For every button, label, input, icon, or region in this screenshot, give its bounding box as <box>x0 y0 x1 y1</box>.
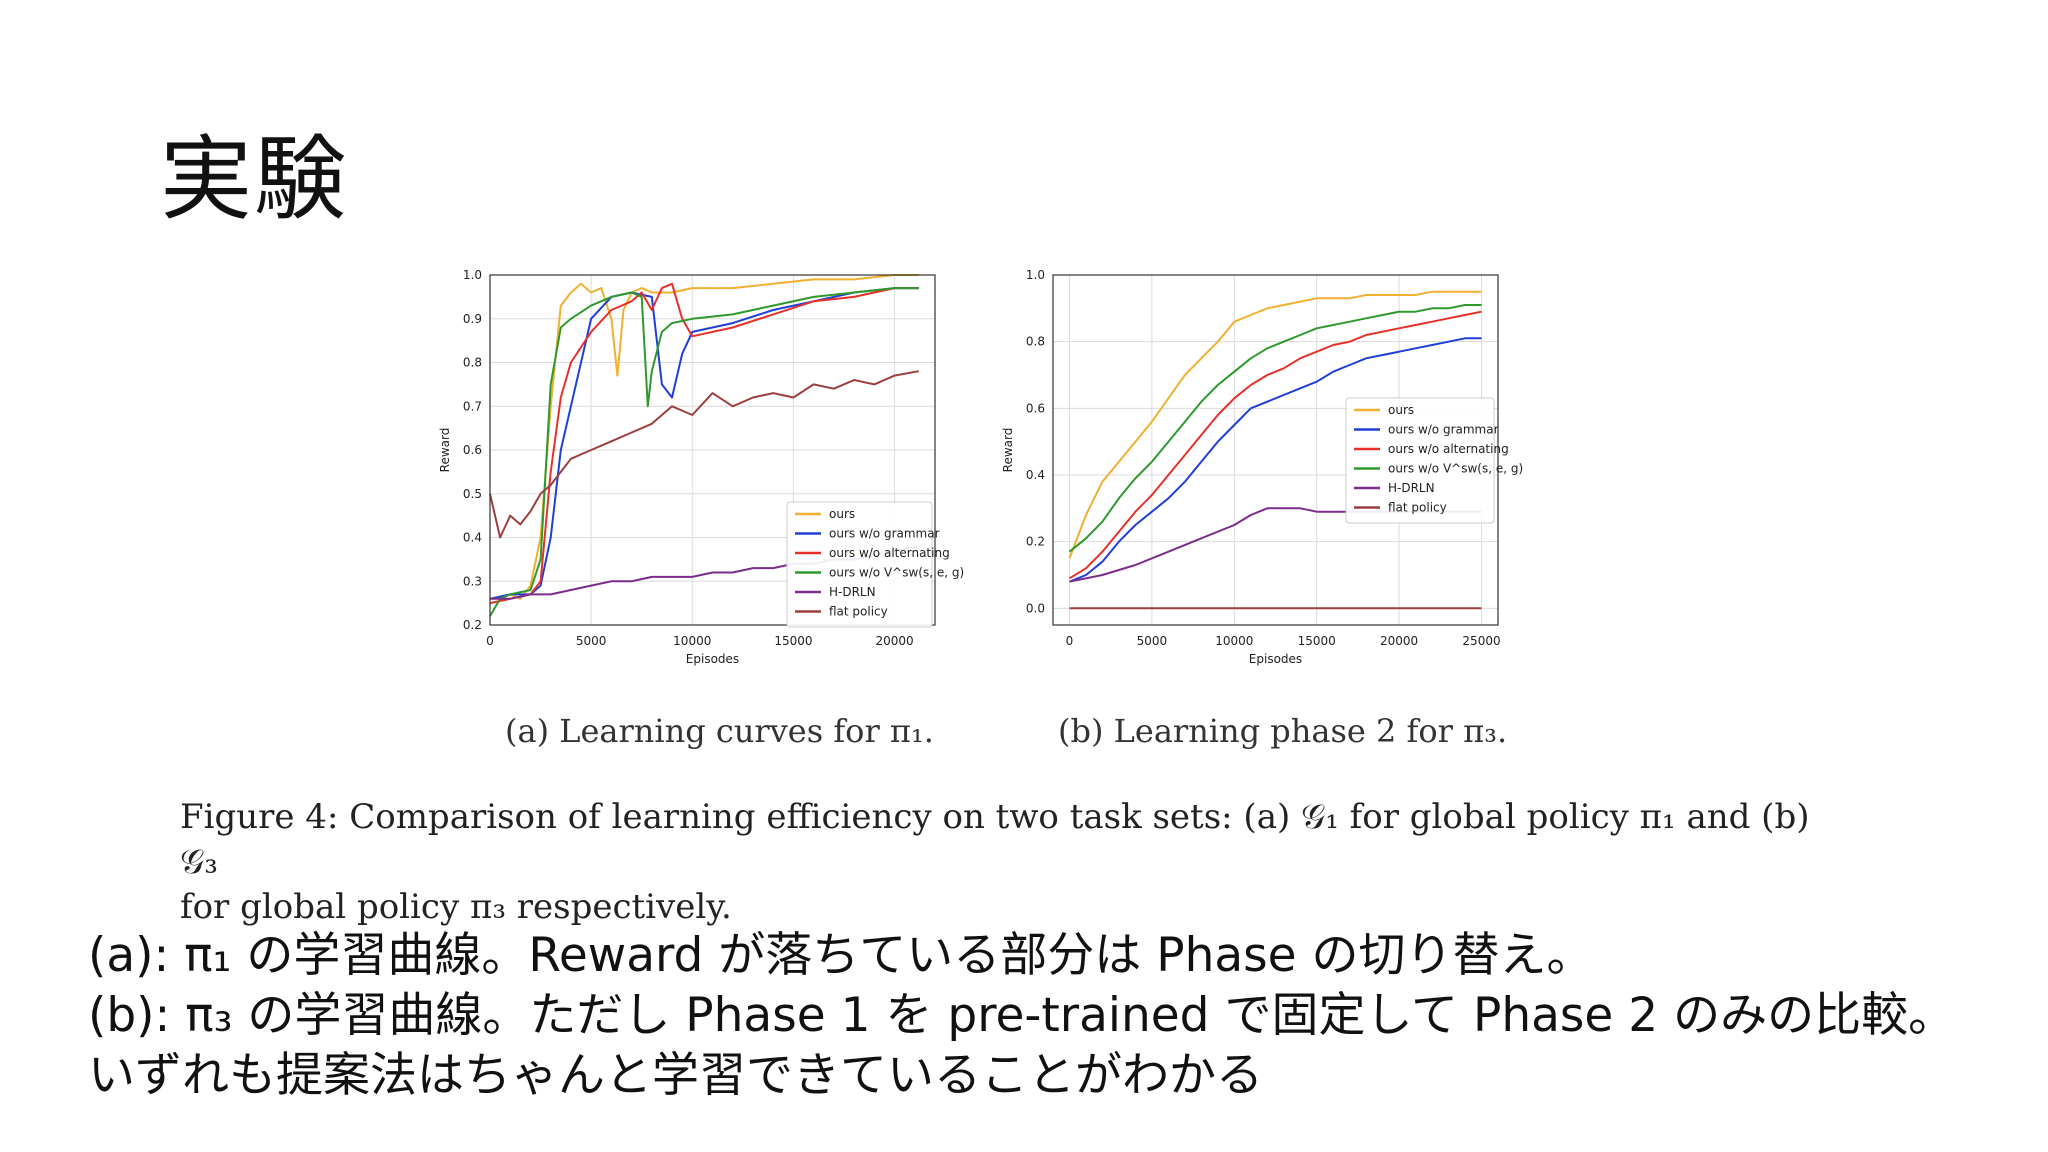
chart-1-frame <box>1052 274 1499 626</box>
chart-1-xtick-label: 15000 <box>1298 634 1336 648</box>
chart-1-series-line-1 <box>1069 337 1482 583</box>
chart-1-xtick-label: 25000 <box>1462 634 1500 648</box>
chart-b-svg: 0.0 0.2 0.4 0.6 0.8 1.0 0 5000 10000 15000 20000 25… <box>1001 268 1523 666</box>
figure-caption-line-1: Figure 4: Comparison of learning efficie… <box>180 797 1810 882</box>
chart-0-legend-label: ours w/o V^sw(s, e, g) <box>829 566 964 580</box>
chart-0-series-line-5 <box>489 370 919 539</box>
chart-0-legend-label: H-DRLN <box>829 585 876 599</box>
chart-0-ytick-label: 0.8 <box>463 356 482 370</box>
chart-0-ytick-label: 0.6 <box>463 443 482 457</box>
chart-1-legend-label: ours w/o alternating <box>1388 442 1509 456</box>
chart-0-ytick-label: 1.0 <box>463 268 482 282</box>
chart-1-legend-label: ours <box>1388 403 1414 417</box>
chart-0-series-line-2 <box>489 282 919 605</box>
note-line-2: (b): π₃ の学習曲線。ただし Phase 1 を pre-trained … <box>88 988 1956 1043</box>
chart-1-series-line-0 <box>1068 290 1482 559</box>
chart-1-ytick-label: 0.6 <box>1026 401 1045 415</box>
note-line-1: (a): π₁ の学習曲線。Reward が落ちている部分は Phase の切り… <box>88 928 1594 983</box>
chart-1-series-line-3 <box>1068 304 1482 553</box>
chart-1-y-axis-title: Reward <box>1001 428 1015 473</box>
chart-1-legend-label: ours w/o V^sw(s, e, g) <box>1388 462 1523 476</box>
chart-0-legend-label: ours w/o alternating <box>829 546 950 560</box>
chart-0-series-line-0 <box>489 274 919 600</box>
chart-0-ytick-label: 0.3 <box>463 574 482 588</box>
chart-1-x-axis-title: Episodes <box>1249 652 1302 666</box>
chart-1-series-line-2 <box>1068 310 1482 580</box>
chart-0-ytick-label: 0.5 <box>463 487 482 501</box>
chart-0-legend-label: ours w/o grammar <box>829 527 940 541</box>
chart-0-xtick-label: 5000 <box>576 634 607 648</box>
chart-1-legend-label: H-DRLN <box>1388 481 1435 495</box>
chart-0-legend-label: ours <box>829 507 855 521</box>
chart-0-xtick-label: 10000 <box>673 634 711 648</box>
chart-0-series-line-1 <box>489 287 919 600</box>
chart-0-frame <box>489 274 936 626</box>
subcaption-a: (a) Learning curves for π₁. <box>505 712 934 750</box>
chart-a-svg: 0.2 0.3 0.4 0.5 0.6 0.7 0.8 0.9 1.0 0 5000 10000 150… <box>438 268 964 666</box>
note-line-3: いずれも提案法はちゃんと学習できていることがわかる <box>88 1048 1263 1103</box>
chart-1-xtick-label: 10000 <box>1215 634 1253 648</box>
chart-0-xtick-label: 15000 <box>774 634 812 648</box>
chart-0-legend-label: flat policy <box>829 605 888 619</box>
chart-1-ytick-label: 0.0 <box>1026 601 1045 615</box>
chart-0-ytick-label: 0.9 <box>463 312 482 326</box>
chart-1-legend-label: ours w/o grammar <box>1388 423 1499 437</box>
chart-0-xtick-label: 0 <box>486 634 494 648</box>
chart-1-ytick-label: 0.8 <box>1026 335 1045 349</box>
chart-1-legend-box <box>1345 397 1495 524</box>
chart-1-ytick-label: 0.2 <box>1026 535 1045 549</box>
chart-0-xtick-label: 20000 <box>875 634 913 648</box>
chart-1-xtick-label: 5000 <box>1137 634 1168 648</box>
chart-0-ytick-label: 0.2 <box>463 618 482 632</box>
subcaption-b: (b) Learning phase 2 for π₃. <box>1058 712 1508 750</box>
chart-0-series-line-3 <box>489 287 919 617</box>
slide-title: 実験 <box>160 126 349 233</box>
chart-0-y-axis-title: Reward <box>438 428 452 473</box>
chart-b: 0.0 0.2 0.4 0.6 0.8 1.0 0 5000 10000 15000 20000 25… <box>998 265 1523 685</box>
chart-1-xtick-label: 0 <box>1066 634 1074 648</box>
chart-a: 0.2 0.3 0.4 0.5 0.6 0.7 0.8 0.9 1.0 0 5000 10000 150… <box>435 265 964 685</box>
chart-0-ytick-label: 0.4 <box>463 531 482 545</box>
chart-1-ytick-label: 0.4 <box>1026 468 1045 482</box>
figure-caption-line-2: for global policy π₃ respectively. <box>180 887 732 927</box>
chart-1-legend-label: flat policy <box>1388 501 1447 515</box>
chart-0-x-axis-title: Episodes <box>686 652 739 666</box>
chart-0-legend-box <box>786 501 933 628</box>
chart-1-ytick-label: 1.0 <box>1026 268 1045 282</box>
figure-caption: Figure 4: Comparison of learning efficie… <box>180 795 1820 930</box>
notes: (a): π₁ の学習曲線。Reward が落ちている部分は Phase の切り… <box>88 926 2038 1106</box>
chart-1-xtick-label: 20000 <box>1380 634 1418 648</box>
chart-0-ytick-label: 0.7 <box>463 399 482 413</box>
